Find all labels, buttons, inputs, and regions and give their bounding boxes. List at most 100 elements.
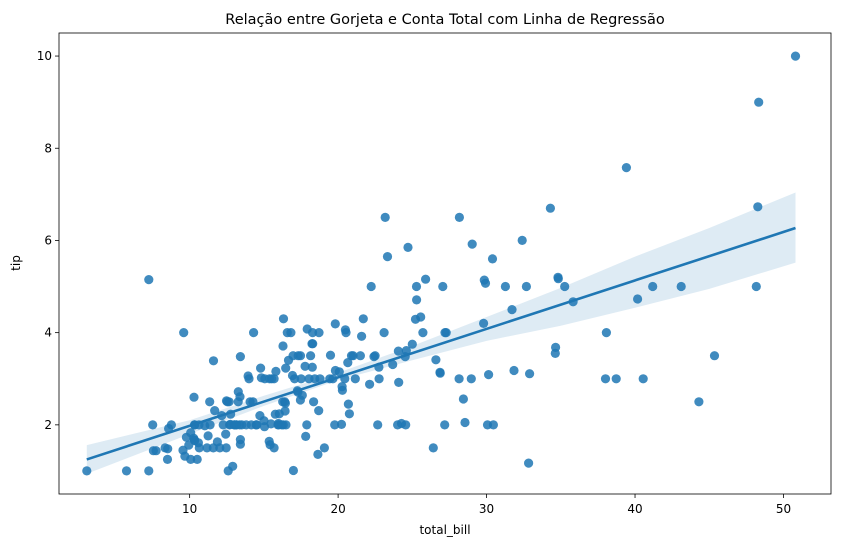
data-point bbox=[252, 420, 262, 430]
data-point bbox=[394, 377, 404, 387]
data-point bbox=[421, 274, 431, 284]
data-point bbox=[271, 366, 281, 376]
data-point bbox=[325, 350, 336, 360]
data-point bbox=[600, 374, 611, 384]
data-point bbox=[288, 465, 298, 476]
x-tick-label: 20 bbox=[330, 502, 345, 516]
data-point bbox=[278, 314, 289, 324]
data-point bbox=[235, 352, 245, 362]
data-point bbox=[365, 379, 375, 389]
data-point bbox=[370, 351, 380, 361]
data-point bbox=[163, 444, 173, 454]
data-point bbox=[307, 362, 317, 372]
data-point bbox=[343, 358, 353, 368]
data-point bbox=[709, 351, 720, 361]
data-point bbox=[148, 420, 158, 430]
data-point bbox=[280, 398, 290, 408]
data-point bbox=[418, 328, 428, 338]
data-point bbox=[330, 420, 340, 430]
data-point bbox=[467, 239, 477, 249]
data-point bbox=[315, 374, 325, 384]
data-point bbox=[694, 397, 704, 407]
data-point bbox=[790, 51, 801, 61]
y-tick-label: 10 bbox=[37, 49, 52, 63]
data-point bbox=[479, 318, 489, 328]
data-point bbox=[509, 365, 519, 376]
data-point bbox=[266, 419, 276, 429]
data-point bbox=[454, 374, 464, 384]
data-point bbox=[553, 274, 563, 284]
data-point bbox=[235, 439, 245, 449]
y-axis-label: tip bbox=[9, 255, 23, 271]
data-point bbox=[309, 397, 319, 407]
data-point bbox=[466, 374, 476, 384]
data-point bbox=[460, 417, 470, 428]
data-point bbox=[344, 409, 354, 419]
data-point bbox=[151, 446, 161, 456]
data-point bbox=[407, 339, 417, 349]
data-point bbox=[416, 312, 426, 322]
data-point bbox=[440, 420, 450, 430]
data-point bbox=[297, 390, 307, 400]
data-point bbox=[302, 420, 312, 430]
data-point bbox=[633, 294, 643, 304]
data-point bbox=[256, 363, 266, 373]
data-point bbox=[458, 394, 468, 404]
data-point bbox=[601, 328, 612, 338]
data-point bbox=[500, 281, 510, 292]
data-point bbox=[314, 328, 324, 338]
data-point bbox=[435, 368, 445, 378]
data-point bbox=[412, 295, 422, 305]
data-point bbox=[357, 331, 367, 341]
data-point bbox=[366, 281, 376, 292]
data-point bbox=[224, 397, 234, 407]
data-point bbox=[281, 420, 291, 430]
y-tick-label: 2 bbox=[44, 418, 52, 432]
data-point bbox=[301, 431, 311, 441]
data-point bbox=[308, 339, 318, 349]
chart-title: Relação entre Gorjeta e Conta Total com … bbox=[225, 12, 665, 28]
data-point bbox=[208, 356, 219, 366]
data-point bbox=[244, 374, 254, 384]
data-point bbox=[350, 374, 360, 384]
data-point bbox=[401, 420, 411, 430]
data-point bbox=[306, 351, 316, 361]
x-tick-label: 30 bbox=[479, 502, 494, 516]
data-point bbox=[189, 392, 199, 402]
data-point bbox=[380, 212, 390, 222]
data-point bbox=[82, 466, 92, 476]
data-point bbox=[194, 443, 204, 453]
data-point bbox=[336, 419, 347, 429]
data-point bbox=[286, 328, 296, 338]
data-point bbox=[517, 235, 527, 245]
data-point bbox=[215, 443, 225, 453]
data-point bbox=[300, 361, 310, 371]
data-point bbox=[751, 281, 761, 292]
data-point bbox=[454, 212, 464, 222]
data-point bbox=[221, 429, 231, 439]
x-axis: 10 20 30 40 50 bbox=[182, 494, 791, 516]
data-point bbox=[621, 163, 632, 173]
data-point bbox=[611, 374, 621, 384]
data-point bbox=[438, 281, 448, 292]
data-point bbox=[374, 374, 384, 384]
data-point bbox=[638, 374, 648, 384]
data-point bbox=[314, 406, 324, 416]
data-point bbox=[753, 202, 763, 212]
data-point bbox=[428, 443, 438, 453]
data-point bbox=[507, 305, 517, 315]
data-point bbox=[202, 443, 212, 453]
data-point bbox=[205, 420, 215, 430]
data-point bbox=[281, 363, 291, 373]
data-point bbox=[278, 341, 288, 351]
data-point bbox=[401, 346, 411, 356]
data-point bbox=[676, 281, 686, 292]
data-point bbox=[524, 458, 534, 468]
data-point bbox=[221, 443, 231, 453]
data-point bbox=[218, 420, 228, 430]
data-point bbox=[166, 420, 176, 430]
y-axis: 2 4 6 8 10 bbox=[37, 49, 59, 432]
data-point bbox=[192, 454, 202, 464]
data-point bbox=[754, 97, 764, 107]
